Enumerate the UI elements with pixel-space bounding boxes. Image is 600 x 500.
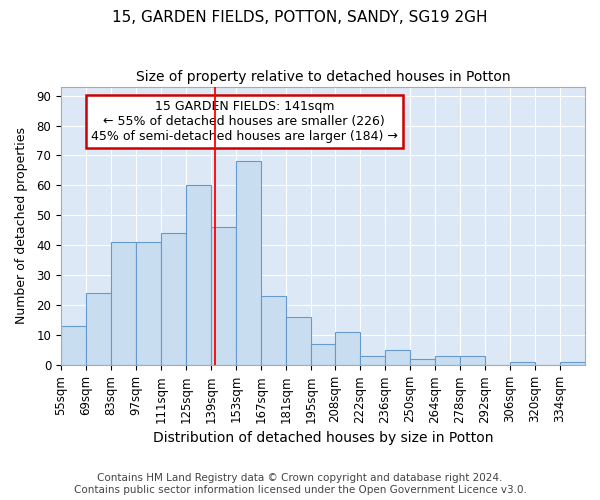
Text: 15, GARDEN FIELDS, POTTON, SANDY, SG19 2GH: 15, GARDEN FIELDS, POTTON, SANDY, SG19 2… <box>112 10 488 25</box>
Bar <box>261 296 286 366</box>
Bar <box>236 162 261 366</box>
Y-axis label: Number of detached properties: Number of detached properties <box>15 128 28 324</box>
Bar <box>136 242 161 366</box>
Bar <box>86 294 111 366</box>
Bar <box>111 242 136 366</box>
Bar <box>311 344 335 366</box>
Bar <box>510 362 535 366</box>
X-axis label: Distribution of detached houses by size in Potton: Distribution of detached houses by size … <box>153 431 493 445</box>
Bar <box>410 360 435 366</box>
Text: 15 GARDEN FIELDS: 141sqm
← 55% of detached houses are smaller (226)
45% of semi-: 15 GARDEN FIELDS: 141sqm ← 55% of detach… <box>91 100 398 144</box>
Bar <box>335 332 359 366</box>
Text: Contains HM Land Registry data © Crown copyright and database right 2024.
Contai: Contains HM Land Registry data © Crown c… <box>74 474 526 495</box>
Bar <box>61 326 86 366</box>
Bar <box>460 356 485 366</box>
Bar <box>560 362 585 366</box>
Bar <box>186 186 211 366</box>
Bar <box>435 356 460 366</box>
Bar <box>385 350 410 366</box>
Bar <box>286 318 311 366</box>
Bar <box>161 234 186 366</box>
Bar <box>359 356 385 366</box>
Bar <box>211 228 236 366</box>
Title: Size of property relative to detached houses in Potton: Size of property relative to detached ho… <box>136 70 510 84</box>
